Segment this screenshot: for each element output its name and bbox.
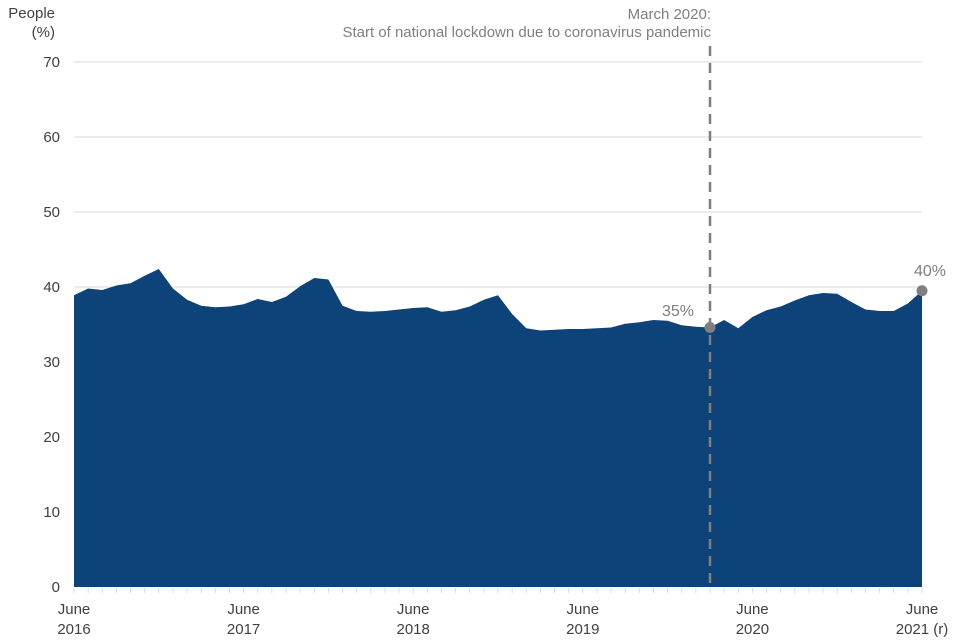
x-axis-tick-label: June [397,601,430,618]
x-axis-ticks [73,588,923,593]
x-axis-tick-label: 2016 [57,621,90,638]
y-axis-tick-label: 0 [52,579,60,596]
x-axis-tick-label: June [567,601,600,618]
y-axis-tick-label: 50 [43,204,60,221]
y-axis-title-line1: People [8,5,55,22]
y-axis-tick-label: 60 [43,129,60,146]
x-axis-tick-label: June [58,601,91,618]
point-marker [916,285,928,297]
x-axis-tick-label: 2019 [566,621,599,638]
y-axis-tick-label: 40 [43,279,60,296]
x-axis-tick-label: June [906,601,939,618]
y-axis-tick-label: 30 [43,354,60,371]
x-axis-tick-label: June [736,601,769,618]
x-axis-tick-label: 2017 [227,621,260,638]
lockdown-annotation-line1: March 2020: [628,6,711,23]
y-axis-title-line2: (%) [32,24,55,41]
area-path [74,269,922,587]
lockdown-annotation-line2: Start of national lockdown due to corona… [342,24,711,41]
march-2020-value-label: 35% [662,303,694,320]
y-axis-tick-label: 20 [43,429,60,446]
markers [704,285,928,333]
x-axis-tick-label: 2021 (r) [896,621,949,638]
x-axis-labels: June 2016 June 2017 June 2018 June 2019 June 2020… [57,601,948,638]
point-marker [704,322,716,333]
y-axis-labels: 0 10 20 30 40 50 60 70 [43,54,60,596]
x-axis-tick-label: 2020 [736,621,769,638]
x-axis-tick-label: 2018 [397,621,430,638]
x-axis-tick-label: June [227,601,260,618]
y-axis-tick-label: 70 [43,54,60,71]
y-axis-tick-label: 10 [43,504,60,521]
june-2021-value-label: 40% [914,263,946,280]
area-series [74,269,922,587]
